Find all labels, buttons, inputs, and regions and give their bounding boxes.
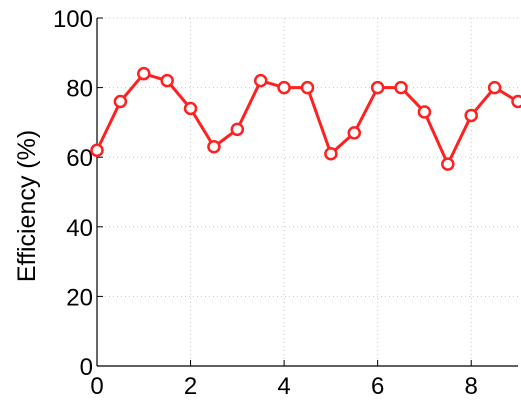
data-point <box>277 80 291 95</box>
x-tick-label: 0 <box>90 373 103 400</box>
y-tick-label: 100 <box>53 6 93 33</box>
data-point <box>417 105 432 119</box>
axis-ticks: 0 20 40 60 80 100 0 2 4 6 8 <box>53 6 478 400</box>
data-point <box>370 80 385 95</box>
x-tick-label: 4 <box>277 373 290 400</box>
data-point <box>324 146 338 161</box>
y-tick-label: 0 <box>80 354 93 381</box>
data-point <box>183 101 198 116</box>
x-tick-label: 2 <box>184 373 197 400</box>
y-tick-label: 20 <box>66 284 93 311</box>
y-tick-label: 80 <box>66 76 93 103</box>
grid <box>96 17 518 367</box>
data-point <box>90 143 104 157</box>
x-tick-label: 6 <box>371 373 384 400</box>
data-point <box>487 80 502 95</box>
data-point <box>347 126 362 140</box>
data-point <box>113 94 128 109</box>
data-point <box>464 108 478 123</box>
plot-frame <box>96 18 518 367</box>
y-tick-label: 40 <box>66 215 93 242</box>
y-tick-label: 60 <box>66 145 93 172</box>
x-tick-label: 8 <box>465 373 478 400</box>
data-point <box>441 157 455 171</box>
data-point <box>230 122 245 137</box>
data-point <box>511 94 521 109</box>
data-point <box>300 80 315 95</box>
data-point <box>253 73 268 88</box>
data-point <box>137 66 151 81</box>
series <box>90 66 521 171</box>
data-point <box>160 73 174 88</box>
data-point <box>394 80 408 95</box>
data-point <box>207 140 221 154</box>
y-axis-label: Efficiency (%) <box>13 130 41 282</box>
